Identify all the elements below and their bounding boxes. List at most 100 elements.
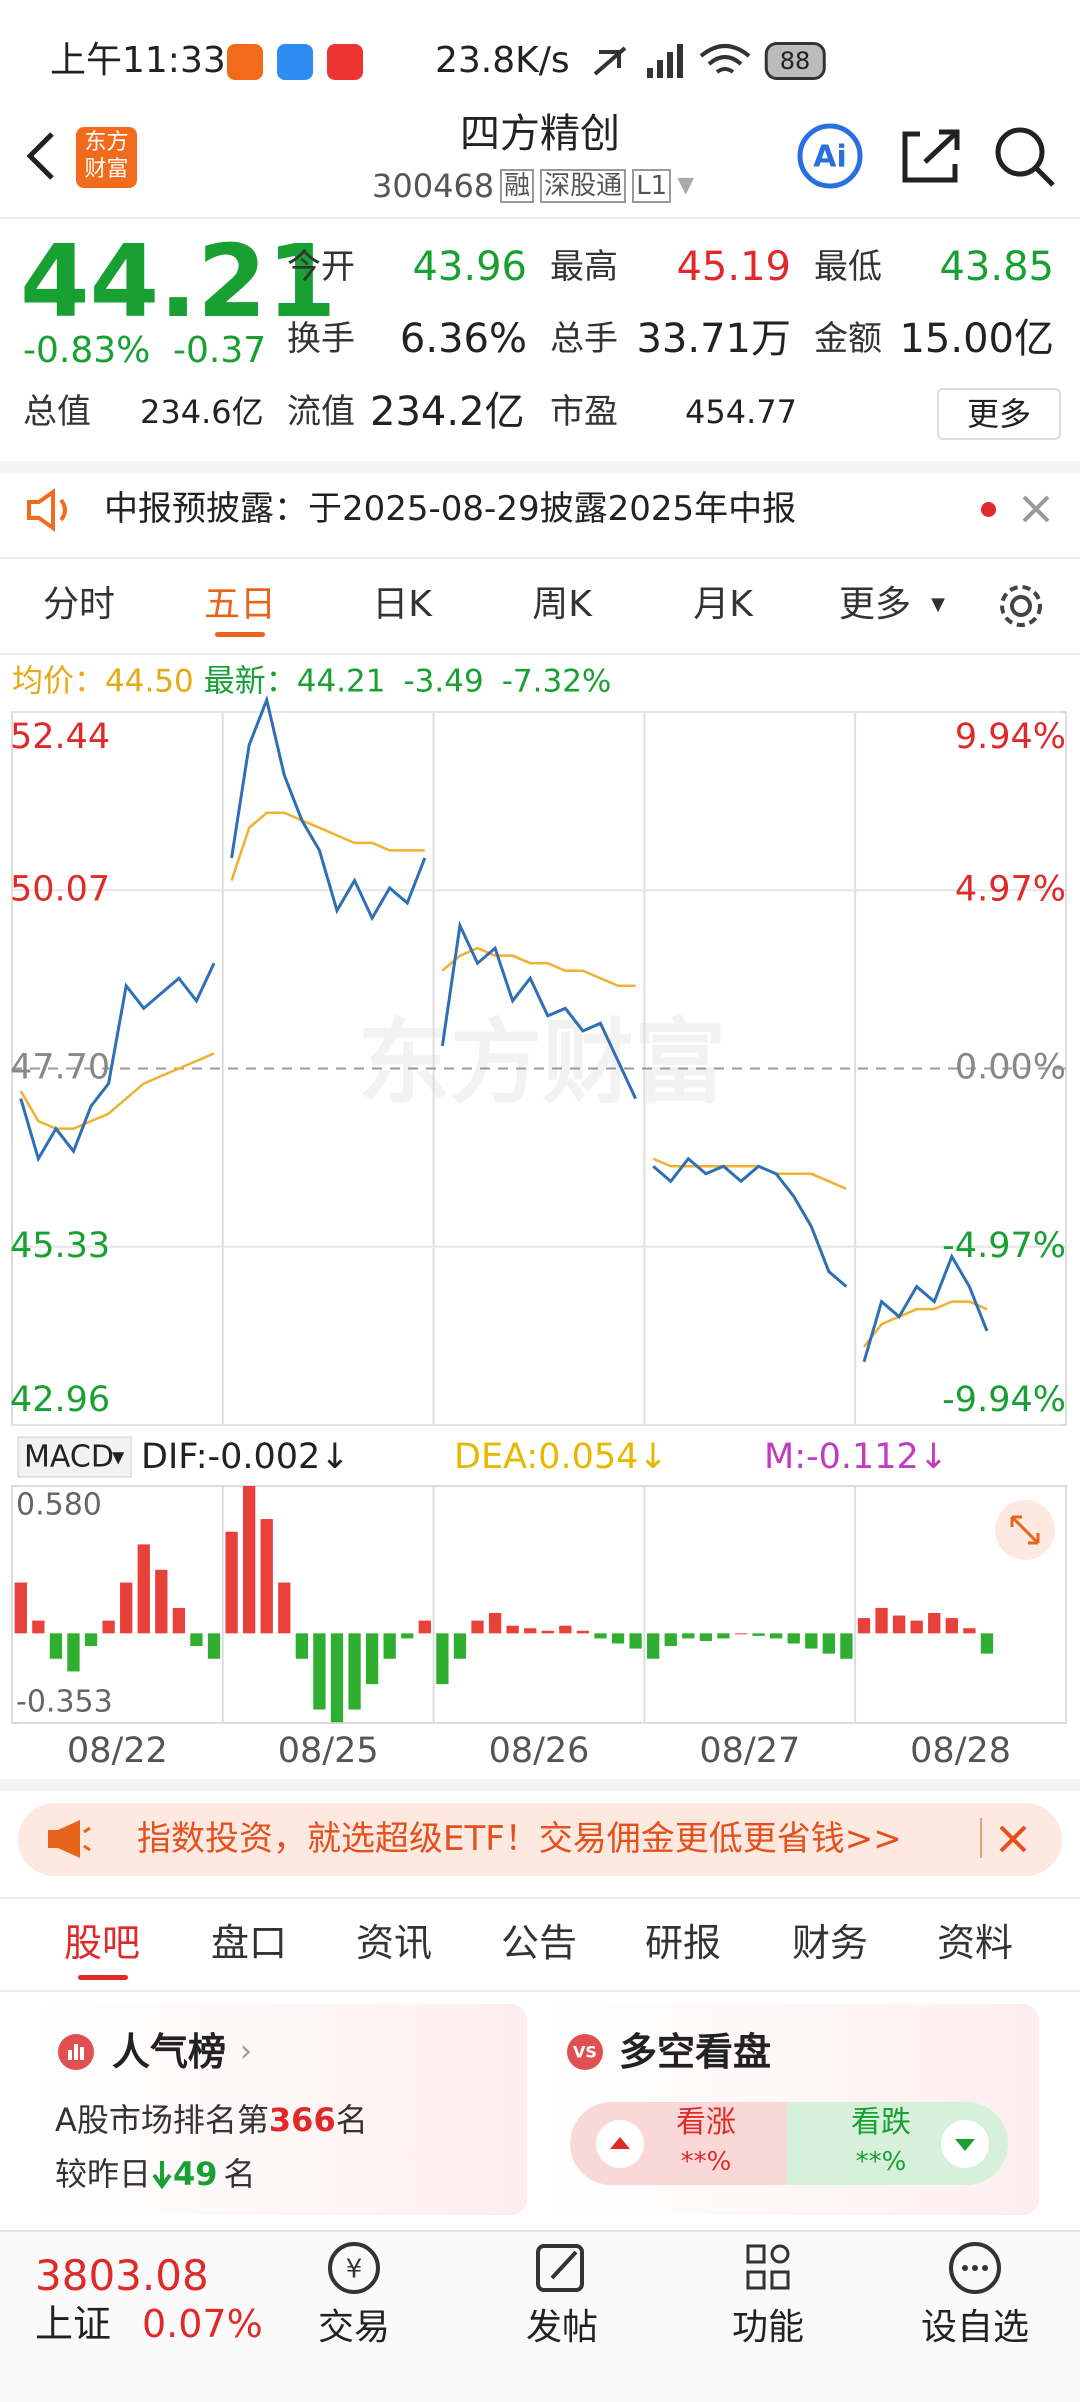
macd-bar xyxy=(401,1633,414,1639)
notice-close[interactable] xyxy=(1020,493,1052,525)
legend-value: -7.32% xyxy=(501,663,612,700)
logo-line: 财富 xyxy=(84,157,129,182)
post-icon[interactable] xyxy=(536,2244,584,2292)
avg-line xyxy=(441,946,636,988)
notice-icon xyxy=(27,488,67,532)
field-label: 金额 xyxy=(814,319,882,359)
period-tab[interactable]: 更多 xyxy=(838,584,912,625)
field-value: 43.96 xyxy=(412,244,527,290)
y-tick-label: 0.580 xyxy=(16,1488,102,1523)
trade-icon[interactable]: ¥ xyxy=(328,2242,380,2294)
rank-value: 366 xyxy=(268,2101,336,2139)
divider xyxy=(0,461,1080,473)
watchlist-icon[interactable] xyxy=(949,2242,1001,2294)
macd-bar xyxy=(822,1633,835,1654)
period-tab[interactable]: 月K xyxy=(693,584,753,625)
macd-bar xyxy=(963,1628,976,1634)
field-value: 234.6亿 xyxy=(140,393,264,431)
macd-bar xyxy=(559,1625,572,1634)
period-tab[interactable]: 分时 xyxy=(42,584,116,625)
popularity-card[interactable] xyxy=(34,2004,527,2215)
notice-text[interactable]: 中报预披露：于2025-08-29披露2025年中报 xyxy=(104,489,797,529)
bull-icon xyxy=(596,2120,644,2168)
macd-bar xyxy=(892,1615,906,1634)
macd-bar xyxy=(664,1633,677,1647)
section-tab[interactable]: 财务 xyxy=(791,1921,869,1965)
macd-bar xyxy=(49,1633,63,1659)
index-name[interactable]: 上证 xyxy=(35,2302,112,2346)
macd-bar xyxy=(67,1633,80,1672)
ai-button[interactable]: Ai xyxy=(797,123,863,189)
more-button[interactable]: 更多 xyxy=(936,388,1062,440)
macd-bar xyxy=(805,1633,818,1649)
macd-bar xyxy=(541,1630,554,1634)
macd-bar xyxy=(260,1519,273,1634)
macd-bar xyxy=(875,1607,888,1634)
section-tab[interactable]: 公告 xyxy=(500,1921,578,1965)
x-tick-label: 08/25 xyxy=(278,1731,379,1771)
rank-suffix: 名 xyxy=(335,2101,368,2139)
price-line xyxy=(652,1156,848,1288)
macd-bar xyxy=(752,1633,765,1636)
nav-label[interactable]: 发帖 xyxy=(525,2307,599,2348)
bear-label: 看跌 xyxy=(851,2105,911,2140)
macd-bar xyxy=(594,1633,607,1639)
expand-button[interactable] xyxy=(995,1500,1055,1560)
macd-bar xyxy=(734,1633,748,1635)
field-value: 15.00亿 xyxy=(899,316,1054,362)
watermark: 东方财富 xyxy=(358,1009,726,1116)
macd-bar xyxy=(576,1630,590,1634)
bull-value: **% xyxy=(680,2147,732,2177)
macd-bar xyxy=(14,1582,27,1634)
period-tab-active[interactable]: 五日 xyxy=(203,584,277,625)
ad-banner[interactable] xyxy=(18,1803,1062,1876)
section-tab-active[interactable]: 股吧 xyxy=(63,1921,141,1965)
price-line xyxy=(230,694,427,922)
status-time: 上午11:33 xyxy=(50,40,226,81)
macd-bar xyxy=(787,1633,800,1644)
macd-bar xyxy=(647,1633,660,1659)
macd-selector-box[interactable] xyxy=(17,1436,132,1478)
section-tab[interactable]: 盘口 xyxy=(210,1921,288,1965)
back-button[interactable] xyxy=(20,130,60,182)
card-icon: VS xyxy=(567,2034,603,2070)
macd-bar xyxy=(471,1620,484,1634)
function-icon[interactable] xyxy=(746,2244,790,2290)
ad-text[interactable]: 指数投资，就选超级ETF！交易佣金更低更省钱>> xyxy=(137,1819,902,1859)
macd-bar xyxy=(207,1633,221,1659)
stock-code: 300468 xyxy=(372,167,495,205)
tag: 融 xyxy=(500,169,535,203)
macd-bar xyxy=(928,1613,941,1634)
field-value: 234.2亿 xyxy=(370,389,525,435)
change-pct: -0.83% xyxy=(23,330,151,371)
ad-close[interactable] xyxy=(997,1823,1029,1855)
down-arrow xyxy=(152,2161,172,2189)
y-tick-label: 47.70 xyxy=(10,1048,110,1088)
share-button[interactable] xyxy=(902,129,960,183)
app-logo[interactable]: 东方 财富 xyxy=(76,127,137,188)
nav-label[interactable]: 交易 xyxy=(317,2307,391,2348)
section-tab[interactable]: 研报 xyxy=(644,1921,722,1965)
macd-bar xyxy=(102,1620,115,1634)
index-value[interactable]: 3803.08 xyxy=(35,2251,209,2300)
macd-bar xyxy=(840,1633,853,1659)
avg-line xyxy=(652,1157,847,1190)
nav-label[interactable]: 设自选 xyxy=(920,2307,1030,2348)
nav-label[interactable]: 功能 xyxy=(731,2307,805,2348)
section-tab[interactable]: 资讯 xyxy=(355,1921,433,1965)
settings-button[interactable] xyxy=(996,581,1046,631)
period-tab[interactable]: 周K xyxy=(532,584,592,625)
search-button[interactable] xyxy=(995,127,1055,187)
macd-bar xyxy=(225,1531,238,1634)
dropdown-arrow[interactable]: ▼ xyxy=(677,173,695,198)
card-title: 多空看盘 xyxy=(619,2030,772,2074)
y2-tick-label: 4.97% xyxy=(955,869,1066,909)
period-tab[interactable]: 日K xyxy=(372,584,432,625)
header-actions: Ai xyxy=(797,123,1055,189)
divider xyxy=(0,1897,1080,1899)
macd-selector[interactable]: MACD xyxy=(24,1440,114,1475)
section-tab[interactable]: 资料 xyxy=(936,1921,1014,1965)
y2-tick-label: 9.94% xyxy=(955,717,1066,757)
macd-dif: DIF:-0.002↓ xyxy=(141,1437,350,1477)
dropdown-arrow: ▼ xyxy=(112,1448,125,1467)
